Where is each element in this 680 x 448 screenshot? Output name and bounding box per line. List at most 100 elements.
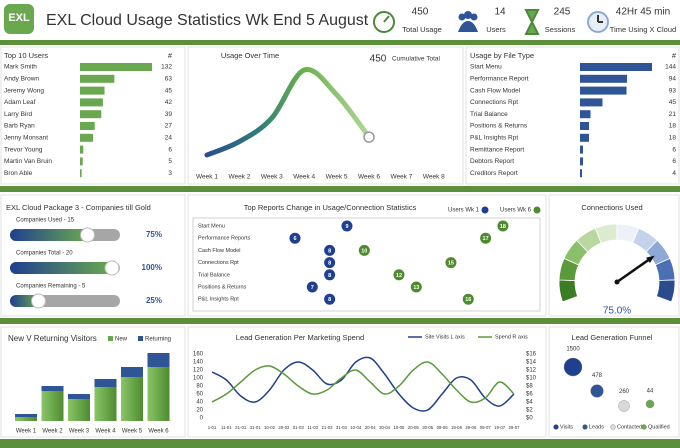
- value-label: 93: [669, 87, 677, 94]
- bar-segment: [41, 386, 64, 391]
- y-tick-label: 100: [193, 376, 204, 382]
- panel-title: Usage by File Type: [470, 51, 534, 60]
- bar-segment: [15, 414, 37, 417]
- bubble: [645, 399, 655, 409]
- value-label: 144: [665, 64, 676, 71]
- annotation-label: Cumulative Total: [392, 56, 440, 63]
- annotation-value: 450: [370, 54, 387, 65]
- value-header: #: [168, 51, 173, 60]
- category-label: Performance Report: [470, 76, 529, 83]
- dividers: [0, 40, 680, 448]
- bar-segment: [68, 399, 90, 421]
- panel-title: EXL Cloud Package 3 - Companies till Gol…: [6, 203, 151, 212]
- value-label: 5: [168, 158, 172, 165]
- category-label: Jenny Monsant: [4, 135, 48, 142]
- dot: [341, 220, 353, 232]
- category-label: Connections Rpt: [470, 99, 518, 106]
- dot: [445, 257, 457, 269]
- x-tick-label: 31-03: [336, 425, 348, 430]
- category-label: Andy Brown: [4, 76, 39, 83]
- category-label: Creditors Report: [470, 170, 518, 177]
- needle-hub: [614, 279, 620, 285]
- bubble-label: 478: [592, 373, 603, 379]
- dot: [306, 281, 318, 293]
- series-line: [211, 361, 515, 404]
- x-tick-label: Week 6: [148, 429, 169, 435]
- legend-swatch: [481, 206, 489, 214]
- dot-label: 16: [465, 297, 471, 303]
- kpi-label: Users: [486, 25, 506, 34]
- bar: [580, 98, 603, 107]
- x-tick-label: 29-07: [509, 425, 521, 430]
- slider-fill: [10, 295, 39, 307]
- value-label: 39: [165, 111, 173, 118]
- bar-segment: [15, 417, 37, 421]
- category-label: Remittance Report: [470, 146, 524, 153]
- bar: [80, 157, 83, 166]
- value-label: 42: [165, 99, 173, 106]
- y-tick-label: 160: [193, 352, 204, 358]
- dot: [289, 232, 301, 244]
- x-tick-label: Week 2: [228, 174, 250, 181]
- bar-segment: [121, 367, 143, 377]
- x-tick-label: Week 1: [16, 429, 37, 435]
- y2-tick-label: $2: [526, 408, 533, 414]
- legend-label: Visits: [560, 424, 573, 430]
- dot: [480, 232, 492, 244]
- x-tick-label: 09-06: [437, 425, 449, 430]
- legend-label: Leads: [589, 424, 604, 430]
- bar: [80, 145, 84, 154]
- bar: [580, 110, 591, 119]
- x-tick-label: 10-02: [264, 425, 276, 430]
- x-tick-label: 01-03: [293, 425, 305, 430]
- x-tick-label: 19-07: [494, 425, 506, 430]
- x-tick-label: 10-04: [350, 425, 362, 430]
- value-label: 6: [672, 146, 676, 153]
- value-label: 21: [669, 111, 677, 118]
- value-label: 132: [161, 64, 172, 71]
- bubble: [590, 384, 604, 398]
- bar-segment: [94, 387, 117, 421]
- dot: [462, 293, 474, 305]
- dot: [497, 220, 509, 232]
- legend-label: Contacted: [617, 424, 642, 430]
- category-label: Cash Flow Model: [198, 248, 241, 254]
- y-tick-label: 120: [193, 368, 204, 374]
- dot-label: 7: [311, 285, 314, 291]
- legend-label: Spend R axis: [495, 334, 528, 340]
- slider-knob: [80, 227, 95, 243]
- x-tick-label: Week 8: [423, 174, 445, 181]
- x-tick-label: 10-05: [393, 425, 405, 430]
- bubble: [618, 400, 630, 412]
- legend-swatch: [108, 336, 113, 341]
- dot-label: 8: [328, 297, 331, 303]
- bar: [580, 169, 582, 178]
- value-label: 63: [165, 76, 173, 83]
- category-label: Positions & Returns: [470, 123, 528, 130]
- dot-label: 15: [448, 261, 454, 267]
- category-label: Trial Balance: [470, 111, 508, 118]
- dot-label: 18: [500, 224, 506, 230]
- value-label: 18: [669, 135, 677, 142]
- y-tick-label: 0: [200, 416, 204, 422]
- bar: [80, 169, 82, 178]
- legend-label: Users Wk 6: [500, 208, 532, 214]
- bubble-label: 1500: [566, 347, 580, 353]
- category-label: P&L Insights Rpt: [198, 297, 239, 303]
- kpi-icons: [373, 9, 609, 35]
- x-tick-label: Week 3: [69, 429, 90, 435]
- bar: [580, 74, 627, 83]
- x-tick-label: 30-04: [379, 425, 391, 430]
- y-tick-label: 60: [196, 392, 203, 398]
- panel-borders: [0, 46, 680, 438]
- kpi-value: 14: [494, 7, 506, 18]
- category-label: Barb Ryan: [4, 123, 35, 130]
- kpi-value: 245: [554, 7, 571, 18]
- legend-label: Site Visits L axis: [425, 334, 465, 340]
- value-label: 24: [165, 135, 173, 142]
- category-label: Adam Leaf: [4, 99, 36, 106]
- gauge-value: 75.0%: [603, 306, 631, 317]
- category-label: Trevor Young: [4, 146, 43, 153]
- dot-label: 13: [413, 285, 419, 291]
